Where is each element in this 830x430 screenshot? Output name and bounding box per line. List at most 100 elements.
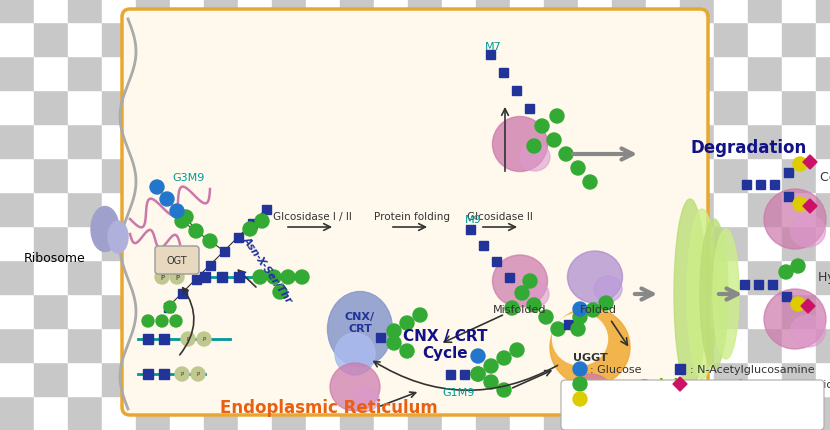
Ellipse shape <box>764 289 826 349</box>
Bar <box>784 192 793 201</box>
Bar <box>714 227 748 261</box>
Ellipse shape <box>713 230 739 359</box>
Bar <box>816 57 830 91</box>
Bar <box>578 294 612 328</box>
Bar <box>306 362 340 396</box>
Circle shape <box>573 377 587 391</box>
Bar <box>612 261 646 294</box>
Bar <box>272 193 306 227</box>
Bar <box>204 125 238 159</box>
Ellipse shape <box>492 117 548 172</box>
Bar <box>34 227 68 261</box>
Bar <box>306 227 340 261</box>
Bar <box>748 261 782 294</box>
Text: Folded: Folded <box>579 304 617 314</box>
Bar <box>204 23 238 57</box>
Bar <box>714 396 748 430</box>
Circle shape <box>515 286 529 300</box>
Text: P: P <box>180 372 183 377</box>
Text: CNX / CRT
Cycle: CNX / CRT Cycle <box>403 328 487 360</box>
Ellipse shape <box>521 281 549 307</box>
Bar <box>476 294 510 328</box>
Bar <box>0 125 34 159</box>
Bar <box>102 261 136 294</box>
Bar <box>612 193 646 227</box>
Text: P: P <box>160 274 164 280</box>
Bar <box>578 159 612 193</box>
Ellipse shape <box>594 276 622 302</box>
Circle shape <box>179 211 193 224</box>
Circle shape <box>253 270 267 284</box>
Ellipse shape <box>790 315 826 347</box>
Bar <box>170 261 204 294</box>
Bar <box>578 193 612 227</box>
Bar <box>34 294 68 328</box>
Circle shape <box>573 392 587 406</box>
Bar <box>680 193 714 227</box>
Bar <box>564 320 573 329</box>
Circle shape <box>484 375 498 389</box>
Bar <box>680 23 714 57</box>
Bar <box>238 23 272 57</box>
Bar <box>102 125 136 159</box>
Text: P: P <box>187 337 189 342</box>
Bar <box>0 294 34 328</box>
Bar <box>34 328 68 362</box>
Bar <box>816 0 830 23</box>
Circle shape <box>170 315 182 327</box>
Bar <box>442 294 476 328</box>
Circle shape <box>505 301 519 315</box>
Bar <box>510 328 544 362</box>
Bar <box>754 280 763 289</box>
Bar <box>143 334 153 344</box>
Bar <box>374 125 408 159</box>
Bar <box>612 125 646 159</box>
Bar <box>442 0 476 23</box>
Bar <box>510 0 544 23</box>
Circle shape <box>191 367 205 381</box>
Bar <box>510 23 544 57</box>
Bar <box>578 261 612 294</box>
Bar <box>479 241 487 250</box>
FancyBboxPatch shape <box>122 10 708 415</box>
Bar <box>544 227 578 261</box>
Circle shape <box>791 259 805 273</box>
Bar <box>102 328 136 362</box>
Bar <box>714 159 748 193</box>
Bar <box>768 280 777 289</box>
Bar <box>680 57 714 91</box>
Bar <box>306 193 340 227</box>
Bar <box>0 227 34 261</box>
Circle shape <box>387 324 401 338</box>
Bar <box>102 23 136 57</box>
Bar <box>238 91 272 125</box>
Bar <box>206 261 214 270</box>
Circle shape <box>170 270 184 284</box>
Bar <box>374 261 408 294</box>
Bar <box>816 362 830 396</box>
Bar <box>136 294 170 328</box>
Bar <box>646 125 680 159</box>
Bar <box>646 328 680 362</box>
Ellipse shape <box>335 333 375 375</box>
Bar <box>476 396 510 430</box>
Bar <box>136 362 170 396</box>
Ellipse shape <box>586 399 614 425</box>
Bar <box>408 261 442 294</box>
Bar <box>748 0 782 23</box>
Bar <box>0 57 34 91</box>
Bar <box>442 23 476 57</box>
Bar <box>238 328 272 362</box>
Bar <box>578 362 612 396</box>
Bar <box>782 159 816 193</box>
Bar <box>442 91 476 125</box>
Bar <box>340 227 374 261</box>
Bar <box>68 57 102 91</box>
Circle shape <box>400 344 414 358</box>
Bar <box>680 261 714 294</box>
Circle shape <box>142 315 154 327</box>
Bar <box>0 261 34 294</box>
Bar <box>102 0 136 23</box>
Circle shape <box>243 222 257 236</box>
Bar <box>170 227 204 261</box>
